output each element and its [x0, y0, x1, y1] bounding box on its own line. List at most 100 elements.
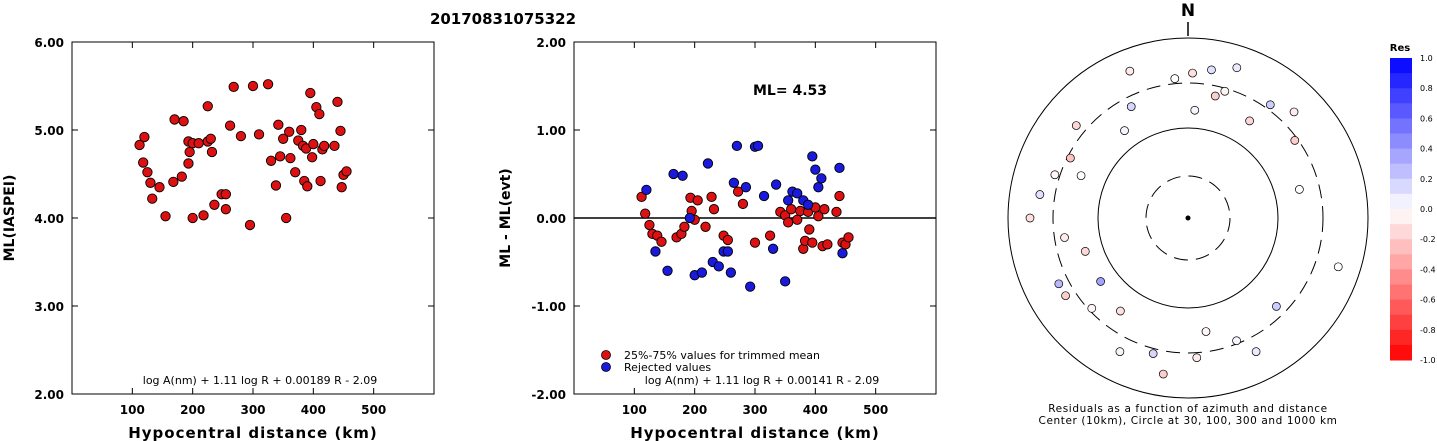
- colorbar-cell: [1390, 224, 1412, 240]
- station-marker-23: [1061, 291, 1070, 301]
- scatter-point-s0-26: [792, 214, 803, 225]
- station-marker-0: [1290, 136, 1300, 145]
- scatter-point-s0-0: [134, 139, 145, 151]
- scatter-point-s0-27: [224, 120, 236, 131]
- scatter-point-s0-17: [722, 234, 733, 246]
- scatter-point-s0-25: [786, 204, 797, 215]
- scatter-point-s0-57: [329, 140, 340, 151]
- scatter-point-s0-16: [187, 212, 198, 224]
- colorbar-tick-label: -0.2: [1420, 235, 1436, 244]
- scatter-point-s0-1: [138, 157, 149, 168]
- station-marker-24: [1087, 304, 1097, 313]
- scatter-point-s0-20: [202, 101, 213, 112]
- station-marker-26: [1115, 347, 1125, 357]
- scatter-point-s0-15: [708, 204, 720, 215]
- scatter-point-s0-36: [819, 204, 830, 215]
- scatter-point-s1-30: [810, 164, 821, 175]
- scatter-point-s0-12: [692, 195, 703, 206]
- colorbar-tick-label: -0.8: [1420, 326, 1436, 335]
- scatter-point-s0-44: [296, 124, 307, 136]
- colorbar-cell: [1390, 133, 1412, 150]
- station-marker-19: [1050, 170, 1060, 180]
- colorbar-cell: [1390, 178, 1412, 195]
- scatter-point-s0-33: [262, 79, 274, 90]
- scatter-point-s0-58: [332, 96, 343, 107]
- scatter-point-s0-50: [306, 152, 318, 163]
- colorbar-cell: [1390, 314, 1412, 331]
- colorbar-labels: 1.0 0.8 0.6 0.4 0.2 0.0 -0.2 -0.4 -0.6 -0.8 -1.0: [1420, 54, 1436, 365]
- scatter-point-s0-1: [640, 208, 651, 219]
- x-tick-label: 100: [622, 403, 647, 417]
- station-marker-35: [1192, 353, 1202, 363]
- station-marker-31: [1054, 279, 1064, 289]
- colorbar-tick-label: 0.4: [1420, 145, 1433, 154]
- scatter-point-s0-22: [206, 146, 218, 158]
- scatter-point-s0-39: [281, 212, 292, 224]
- colorbar-tick-label: -0.6: [1420, 296, 1436, 305]
- scatter-point-s1-16: [740, 182, 752, 193]
- scatter-point-s1-31: [813, 182, 824, 193]
- data-points: [134, 79, 352, 231]
- y-tick-label: 2.00: [536, 36, 566, 50]
- y-tick-label: 3.00: [34, 300, 64, 314]
- x-tick-label: 200: [682, 403, 707, 417]
- scatter-point-s0-42: [290, 167, 301, 178]
- y-axis-label: ML - ML(evt): [498, 168, 514, 267]
- station-marker-10: [1207, 65, 1216, 75]
- station-marker-8: [1220, 86, 1230, 96]
- colorbar-cell: [1390, 163, 1412, 180]
- station-marker-32: [1232, 336, 1241, 346]
- circle-1000km: [1007, 37, 1369, 399]
- station-marker-5: [1210, 91, 1220, 101]
- scatter-point-s0-32: [253, 129, 265, 140]
- scatter-point-s0-29: [235, 131, 247, 142]
- scatter-point-s0-34: [265, 155, 277, 166]
- circle-30km: [1145, 175, 1231, 261]
- colorbar-cell: [1390, 58, 1412, 74]
- colorbar-cell: [1390, 239, 1412, 255]
- event-id-title: 20170831075322: [430, 10, 576, 28]
- y-tick-label: 0.00: [536, 212, 566, 226]
- caption-line-2: Center (10km), Circle at 30, 100, 300 an…: [1039, 415, 1338, 427]
- colorbar-cell: [1390, 299, 1412, 316]
- scatter-point-s1-4: [677, 170, 688, 181]
- scatter-point-s0-37: [822, 239, 833, 250]
- station-marker-16: [1066, 153, 1075, 163]
- scatter-point-s0-3: [142, 167, 153, 178]
- scatter-point-s1-7: [696, 267, 708, 278]
- y-tick-label: 6.00: [34, 36, 64, 50]
- scatter-point-s0-26: [220, 204, 232, 215]
- scatter-point-s0-4: [145, 177, 156, 188]
- colorbar-cell: [1390, 103, 1412, 119]
- scatter-point-s1-15: [731, 140, 743, 151]
- station-marker-20: [1025, 213, 1035, 223]
- left-panel-ml-iaspei: 2.00 3.00 4.00 5.00 6.00 100 200 300 400 500 ML(…: [2, 36, 435, 441]
- station-marker-7: [1188, 68, 1197, 78]
- ml-annotation: ML= 4.53: [753, 83, 827, 99]
- scatter-point-s0-21: [205, 133, 216, 144]
- y-tick-label: 5.00: [34, 124, 64, 138]
- center-point: [1185, 215, 1191, 221]
- legend-label-trimmed: 25%-75% values for trimmed mean: [624, 349, 820, 362]
- y-axis-label: ML(IASPEI): [2, 175, 18, 262]
- scatter-point-s0-30: [244, 219, 256, 231]
- x-axis-label: Hypocentral distance (km): [630, 424, 880, 441]
- scatter-point-s0-14: [184, 146, 195, 158]
- scatter-point-s0-5: [147, 193, 158, 204]
- x-tick-label: 500: [361, 403, 386, 417]
- scatter-point-s0-18: [198, 210, 209, 221]
- scatter-point-s0-36: [273, 119, 284, 130]
- scatter-point-s0-2: [644, 219, 655, 231]
- colorbar-cell: [1390, 88, 1412, 104]
- scatter-point-s1-1: [650, 246, 661, 257]
- station-marker-13: [1126, 102, 1136, 111]
- station-marker-29: [1272, 302, 1281, 311]
- formula-text: log A(nm) + 1.11 log R + 0.00141 R - 2.0…: [645, 374, 879, 387]
- scatter-point-s1-22: [770, 179, 782, 190]
- x-tick-label: 300: [742, 403, 767, 417]
- scatter-point-s0-13: [183, 158, 194, 169]
- x-tick-label: 200: [180, 403, 205, 417]
- station-marker-3: [1265, 100, 1275, 110]
- station-marker-11: [1170, 74, 1180, 83]
